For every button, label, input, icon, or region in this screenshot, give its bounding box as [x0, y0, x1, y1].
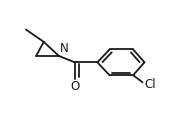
Text: O: O: [70, 80, 79, 93]
Text: N: N: [60, 42, 69, 55]
Text: Cl: Cl: [144, 78, 156, 90]
